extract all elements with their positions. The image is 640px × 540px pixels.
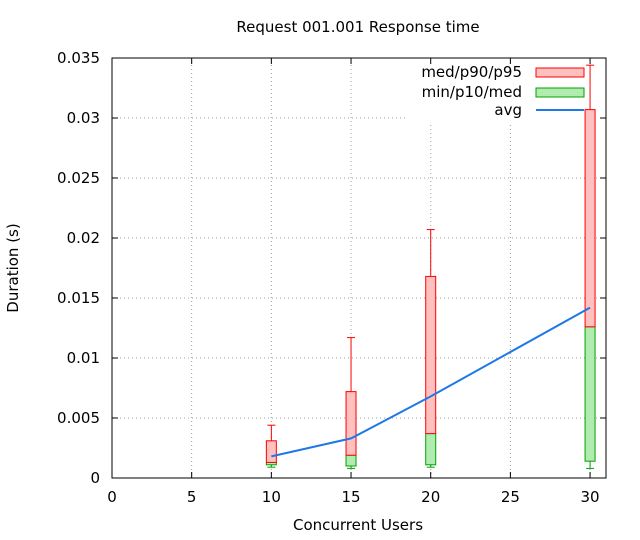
legend-label: avg <box>494 101 522 119</box>
lower-box <box>425 433 437 466</box>
upper-box <box>345 391 357 456</box>
legend-label: med/p90/p95 <box>421 63 522 81</box>
y-tick-label: 0.03 <box>67 109 100 127</box>
y-tick-label: 0.02 <box>67 229 100 247</box>
upper-box <box>265 440 277 463</box>
x-tick-label: 25 <box>501 488 520 506</box>
y-tick-label: 0.025 <box>57 169 100 187</box>
grid-lines <box>112 58 606 478</box>
y-axis-label: Duration (s) <box>4 223 22 312</box>
y-tick-label: 0.005 <box>57 409 100 427</box>
lower-box <box>584 326 596 462</box>
x-tick-label: 0 <box>107 488 117 506</box>
x-tick-label: 15 <box>341 488 360 506</box>
chart-title: Request 001.001 Response time <box>236 18 479 36</box>
axis-ticks: 0 0.005 0.01 0.015 0.02 0.025 0.03 0.035 0 5 10 15 2… <box>57 49 606 506</box>
plot-marks <box>265 64 596 469</box>
y-tick-label: 0.015 <box>57 289 100 307</box>
upper-box <box>425 275 437 435</box>
y-tick-label: 0 <box>90 469 100 487</box>
avg-line <box>271 306 591 458</box>
upper-box <box>584 109 596 328</box>
y-tick-label: 0.035 <box>57 49 100 67</box>
legend-swatch <box>535 87 585 98</box>
legend-label: min/p10/med <box>422 83 522 101</box>
x-tick-label: 5 <box>187 488 197 506</box>
legend-swatch <box>535 67 585 78</box>
plot-frame <box>111 57 607 479</box>
x-axis-label: Concurrent Users <box>293 516 423 534</box>
y-tick-label: 0.01 <box>67 349 100 367</box>
x-tick-label: 30 <box>581 488 600 506</box>
x-tick-label: 20 <box>421 488 440 506</box>
x-tick-label: 10 <box>262 488 281 506</box>
lower-box <box>345 454 357 467</box>
